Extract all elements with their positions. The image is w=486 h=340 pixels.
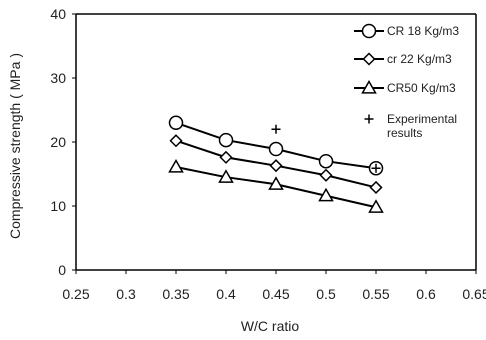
series-2-point (369, 180, 383, 195)
legend-marker-3 (361, 79, 377, 94)
x-tick-label: 0.35 (162, 286, 189, 302)
series-2-point (219, 150, 233, 164)
x-tick-label: 0.25 (62, 286, 89, 302)
x-tick-label: 0.5 (316, 286, 336, 302)
series-2-point (269, 159, 283, 173)
x-tick-label: 0.4 (216, 286, 236, 302)
y-tick-label: 0 (58, 262, 66, 278)
experimental-point (271, 124, 281, 134)
y-tick-label: 10 (50, 198, 66, 214)
series-3-point (268, 176, 284, 190)
experimental-point (371, 163, 381, 173)
x-tick-label: 0.3 (116, 286, 136, 302)
legend-marker-2 (362, 52, 376, 66)
legend-label-2: cr 22 Kg/m3 (387, 52, 452, 66)
legend-label-experimental: Experimental results (387, 112, 457, 140)
legend-label-1: CR 18 Kg/m3 (387, 24, 459, 38)
series-3-point (218, 169, 234, 183)
series-1-point (218, 132, 234, 148)
x-tick-label: 0.45 (262, 286, 289, 302)
y-axis-title: Compressive strength ( MPa ) (7, 53, 23, 239)
y-tick-label: 30 (50, 70, 66, 86)
series-1-point (168, 115, 184, 131)
series-1-point (318, 153, 334, 169)
axis-ticks: 0.25 0.3 0.35 0.4 0.45 0.5 0.55 0.6 0.65 0 10 20 30 4… (50, 6, 486, 302)
legend-marker-experimental (364, 114, 374, 124)
legend: CR 18 Kg/m3 cr 22 Kg/m3 CR50 Kg/m3 Experime… (354, 23, 459, 140)
y-tick-label: 40 (50, 6, 66, 22)
legend-marker-1 (361, 23, 377, 39)
series-3-point (168, 158, 184, 173)
y-tick-label: 20 (50, 134, 66, 150)
x-axis-title: W/C ratio (241, 318, 300, 334)
x-tick-label: 0.6 (416, 286, 436, 302)
series-2-point (319, 168, 333, 182)
x-tick-label: 0.65 (462, 286, 486, 302)
legend-label-3: CR50 Kg/m3 (387, 81, 456, 95)
series-3-point (368, 199, 384, 213)
series-3-point (318, 187, 334, 202)
series-2-point (169, 134, 183, 148)
x-tick-label: 0.55 (362, 286, 389, 302)
series-1-point (268, 141, 284, 157)
series-layer (168, 115, 384, 213)
